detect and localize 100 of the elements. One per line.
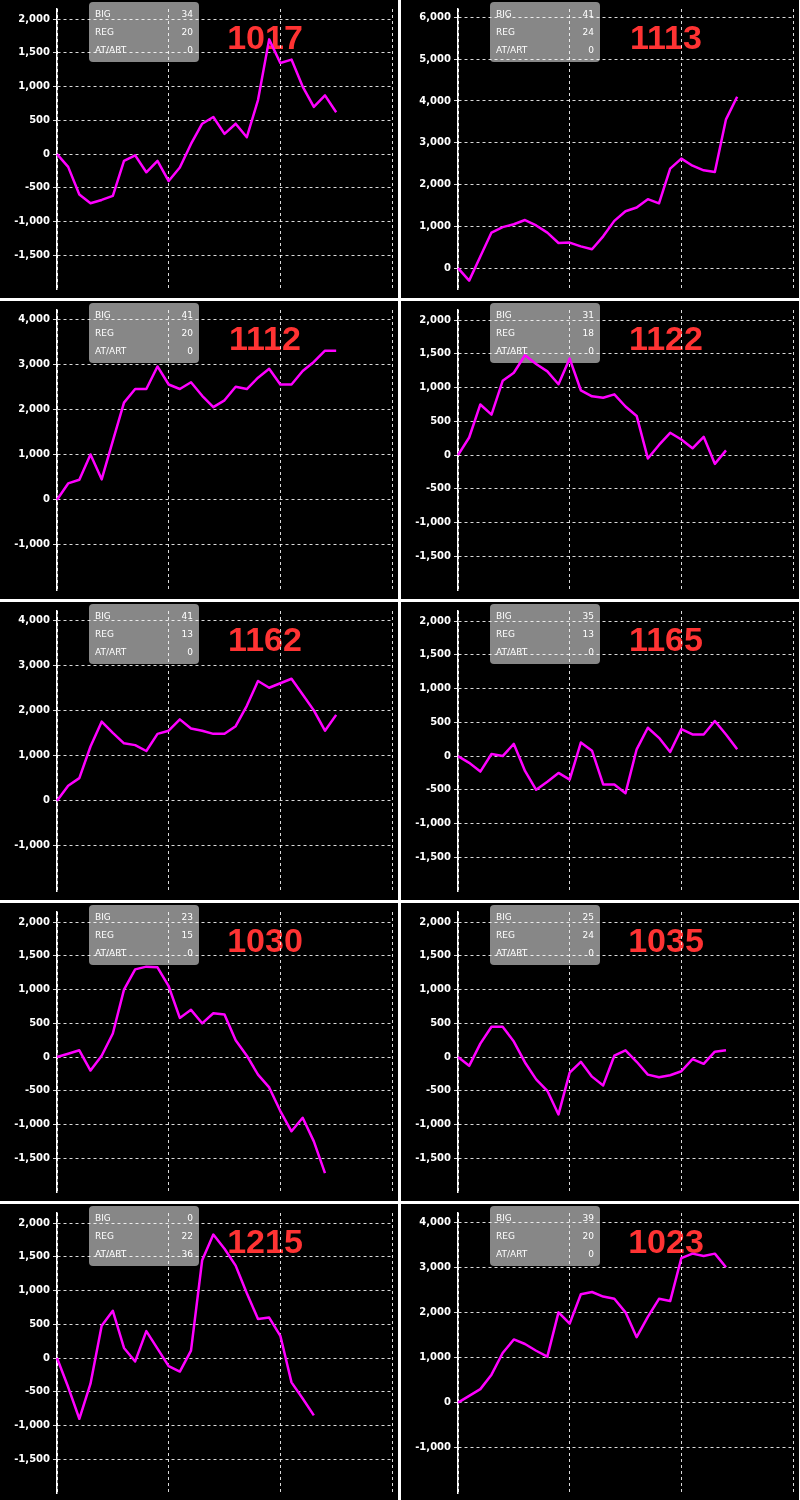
y-tick-label: -500 xyxy=(425,1084,452,1096)
y-tick-label: 0 xyxy=(43,794,51,806)
annotation: AT/ART xyxy=(496,646,528,659)
y-tick-label: 5,000 xyxy=(419,52,452,64)
annotation: BIG xyxy=(496,610,512,623)
y-tick-label: 2,000 xyxy=(18,12,51,24)
y-tick-label: -1,000 xyxy=(14,215,51,227)
annotation: 39 xyxy=(582,1212,594,1225)
annotation: 18 xyxy=(582,327,594,340)
y-tick-label: -500 xyxy=(425,783,452,795)
y-tick-label: 0 xyxy=(43,493,51,505)
annotation: REG xyxy=(496,327,515,340)
y-tick-label: 1,000 xyxy=(419,381,452,393)
annotation: AT/ART xyxy=(95,44,127,57)
chart-title: 1030 xyxy=(227,921,303,960)
chart-title: 1112 xyxy=(229,319,301,358)
chart-title: 1162 xyxy=(228,620,302,659)
annotation: AT/ART xyxy=(95,345,127,358)
y-tick-label: 3,000 xyxy=(419,136,452,148)
y-tick-label: -1,500 xyxy=(415,1151,452,1163)
y-tick-label: 1,000 xyxy=(419,219,452,231)
annotation: 13 xyxy=(582,628,594,641)
annotation: BIG xyxy=(95,911,111,924)
y-tick-label: 1,500 xyxy=(18,949,51,961)
annotation: 34 xyxy=(181,8,193,21)
annotation: BIG xyxy=(496,1212,512,1225)
annotation: 0 xyxy=(187,345,193,358)
y-tick-label: 500 xyxy=(29,1317,51,1329)
annotation: REG xyxy=(496,628,515,641)
y-tick-label: 3,000 xyxy=(419,1260,452,1272)
annotation: BIG xyxy=(95,309,111,322)
y-tick-label: 500 xyxy=(29,1016,51,1028)
chart-title: 1023 xyxy=(628,1222,704,1261)
y-tick-label: 1,500 xyxy=(18,1250,51,1262)
chart-title: 1035 xyxy=(628,921,704,960)
y-tick-label: -500 xyxy=(24,1084,51,1096)
annotation: 20 xyxy=(582,1230,594,1243)
chart-title: 1165 xyxy=(629,620,703,659)
annotation: 35 xyxy=(582,610,594,623)
annotation: 0 xyxy=(588,345,594,358)
y-tick-label: 0 xyxy=(444,1050,452,1062)
y-tick-label: -1,000 xyxy=(14,538,51,550)
annotation: 22 xyxy=(181,1230,193,1243)
y-tick-label: 0 xyxy=(444,261,452,273)
y-tick-label: 1,000 xyxy=(18,80,51,92)
y-tick-label: 2,000 xyxy=(18,1216,51,1228)
y-tick-label: 1,000 xyxy=(18,749,51,761)
y-tick-label: 0 xyxy=(444,749,452,761)
annotation: 31 xyxy=(582,309,594,322)
y-tick-label: 1,000 xyxy=(18,983,51,995)
y-tick-label: -1,500 xyxy=(415,850,452,862)
annotation: BIG xyxy=(496,911,512,924)
annotation: REG xyxy=(95,26,114,39)
y-tick-label: 2,000 xyxy=(419,614,452,626)
y-tick-label: 0 xyxy=(43,1050,51,1062)
annotation: 36 xyxy=(181,1248,193,1261)
y-tick-label: 2,000 xyxy=(419,1305,452,1317)
annotation: BIG xyxy=(496,309,512,322)
annotation: 0 xyxy=(187,44,193,57)
y-tick-label: -1,500 xyxy=(14,1151,51,1163)
annotation: 0 xyxy=(187,947,193,960)
annotation: 20 xyxy=(181,26,193,39)
annotation: 0 xyxy=(187,646,193,659)
y-tick-label: 4,000 xyxy=(419,94,452,106)
chart-title: 1122 xyxy=(629,319,703,358)
y-tick-label: 0 xyxy=(43,1351,51,1363)
annotation: 20 xyxy=(181,327,193,340)
annotation: 41 xyxy=(181,309,193,322)
annotation: REG xyxy=(496,929,515,942)
y-tick-label: 2,000 xyxy=(419,915,452,927)
annotation: AT/ART xyxy=(496,947,528,960)
y-tick-label: 500 xyxy=(430,1016,452,1028)
y-tick-label: -1,500 xyxy=(415,549,452,561)
y-tick-label: 1,000 xyxy=(18,448,51,460)
chart-title: 1113 xyxy=(630,18,702,57)
y-tick-label: 2,000 xyxy=(18,703,51,715)
chart-title: 1215 xyxy=(227,1222,303,1261)
y-tick-label: 500 xyxy=(29,113,51,125)
annotation: BIG xyxy=(496,8,512,21)
y-tick-label: 2,000 xyxy=(18,402,51,414)
annotation: REG xyxy=(496,26,515,39)
annotation: BIG xyxy=(95,610,111,623)
annotation: 15 xyxy=(181,929,193,942)
y-tick-label: -1,000 xyxy=(14,839,51,851)
y-tick-label: 1,500 xyxy=(18,46,51,58)
y-tick-label: 0 xyxy=(444,448,452,460)
y-tick-label: 4,000 xyxy=(18,312,51,324)
annotation: REG xyxy=(95,628,114,641)
annotation: 0 xyxy=(588,44,594,57)
y-tick-label: 1,500 xyxy=(419,648,452,660)
annotation: 25 xyxy=(582,911,594,924)
y-tick-label: 500 xyxy=(430,414,452,426)
annotation: 24 xyxy=(582,26,594,39)
y-tick-label: 1,000 xyxy=(419,983,452,995)
annotation: AT/ART xyxy=(496,1248,528,1261)
annotation: 24 xyxy=(582,929,594,942)
y-tick-label: 6,000 xyxy=(419,10,452,22)
y-tick-label: 1,500 xyxy=(419,347,452,359)
chart-title: 1017 xyxy=(227,18,303,57)
annotation: 0 xyxy=(588,947,594,960)
